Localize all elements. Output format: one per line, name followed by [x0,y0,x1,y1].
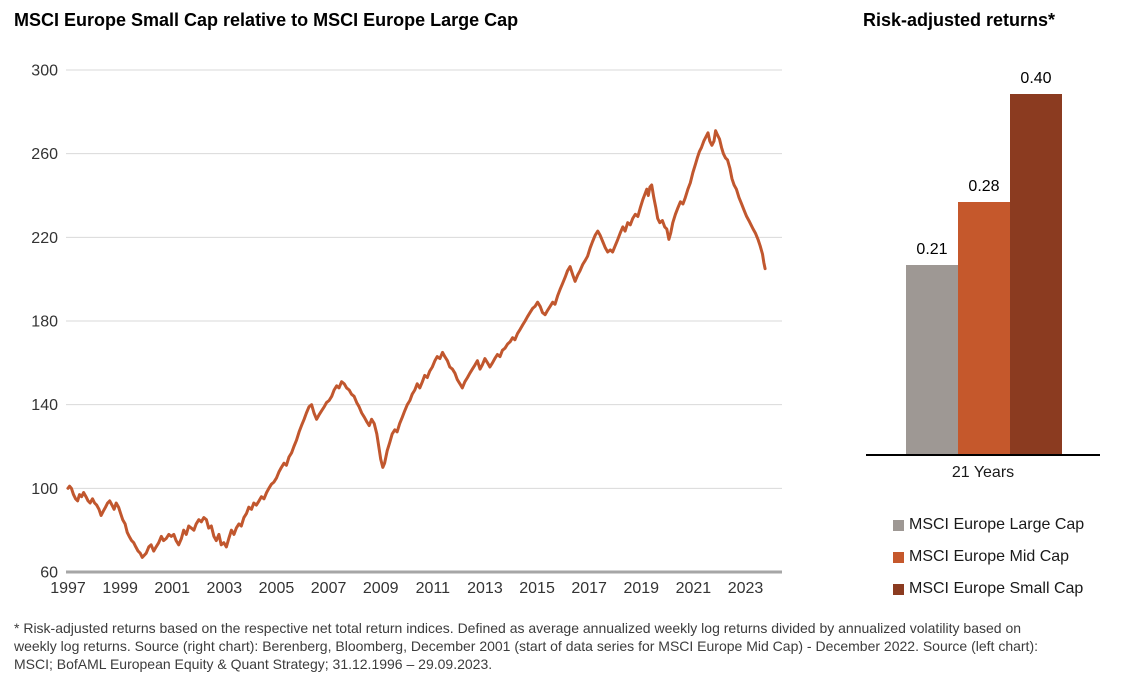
y-tick-label: 60 [40,565,58,582]
footnote-line-1: * Risk-adjusted returns based on the res… [14,620,1022,636]
bar-chart-plot: 0.21 0.28 0.40 [866,0,1100,455]
x-tick-label: 2011 [416,580,451,597]
bar-value-label: 0.40 [1020,70,1052,87]
x-tick-label: 1997 [50,580,86,597]
x-tick-label: 2015 [519,580,555,597]
bar-msci-europe-large-cap: 0.21 [906,241,958,455]
x-tick-label: 2021 [676,580,712,597]
legend-label: MSCI Europe Small Cap [909,580,1084,597]
footnote: * Risk-adjusted returns based on the res… [14,619,1116,673]
y-tick-label: 220 [31,230,58,247]
legend-item: MSCI Europe Small Cap [893,580,1084,598]
bar-value-label: 0.21 [916,241,948,258]
x-tick-label: 2013 [467,580,503,597]
bar-msci-europe-small-cap: 0.40 [1010,70,1062,455]
bar-chart-axis-line [866,454,1100,456]
legend-label: MSCI Europe Large Cap [909,516,1085,533]
y-tick-label: 100 [31,481,58,498]
legend-swatch-icon [893,519,904,531]
y-tick-label: 180 [31,314,58,331]
x-tick-label: 2009 [363,580,399,597]
legend-item: MSCI Europe Large Cap [893,516,1084,534]
relative-performance-line [66,129,767,559]
x-tick-label: 2017 [571,580,607,597]
x-tick-label: 2007 [311,580,347,597]
legend-swatch-icon [893,551,904,563]
footnote-line-3: MSCI; BofAML European Equity & Quant Str… [14,656,493,672]
line-chart-svg: 60 100 140 180 220 260 300 1997 1999 2001 2003 2005… [31,63,782,597]
bar-chart-title: Risk-adjusted returns* [863,10,1056,30]
bar-chart-legend: MSCI Europe Large Cap MSCI Europe Mid Cap… [893,516,1084,612]
x-tick-label: 2005 [259,580,295,597]
footnote-line-2: weekly log returns. Source (right chart)… [14,638,1038,654]
legend-label: MSCI Europe Mid Cap [909,548,1070,565]
x-tick-label: 2023 [728,580,764,597]
legend-swatch-icon [893,583,904,595]
y-tick-label: 260 [31,146,58,163]
x-tick-label: 2003 [207,580,243,597]
line-chart-title: MSCI Europe Small Cap relative to MSCI E… [14,10,519,30]
y-tick-label: 300 [31,63,58,80]
y-tick-label: 140 [31,397,58,414]
x-tick-label: 2001 [154,580,190,597]
legend-item: MSCI Europe Mid Cap [893,548,1084,566]
x-tick-label: 1999 [102,580,138,597]
bar-value-label: 0.28 [968,178,1000,195]
x-tick-label: 2019 [623,580,659,597]
bar-chart-category-label: 21 Years [951,464,1015,481]
bar-msci-europe-mid-cap: 0.28 [958,178,1010,455]
